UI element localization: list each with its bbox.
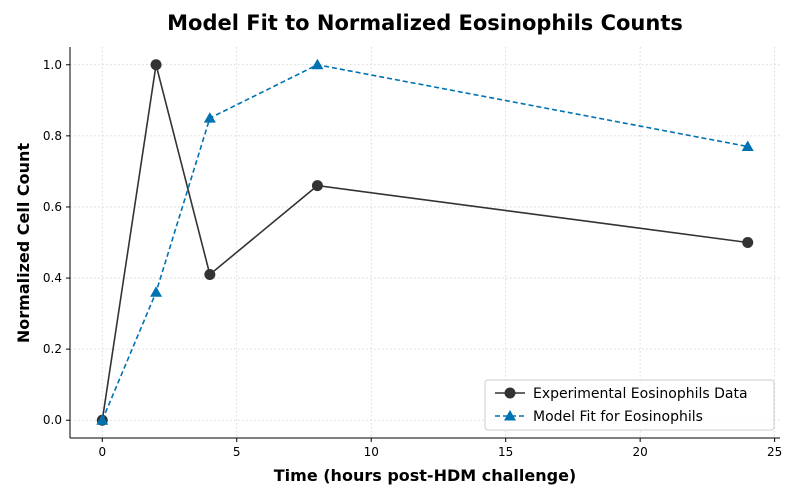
grid bbox=[70, 47, 780, 438]
legend-swatch-marker bbox=[504, 410, 516, 421]
y-tick-label: 0.6 bbox=[43, 200, 62, 214]
data-point bbox=[150, 286, 163, 297]
legend-label: Model Fit for Eosinophils bbox=[533, 409, 703, 425]
legend-swatch-marker bbox=[504, 387, 516, 399]
data-point bbox=[742, 237, 754, 248]
y-tick-label: 1.0 bbox=[43, 58, 62, 72]
legend-box bbox=[484, 379, 775, 431]
data-point bbox=[150, 59, 162, 71]
x-tick-label: 20 bbox=[633, 445, 648, 459]
x-tick-label: 15 bbox=[498, 445, 513, 459]
series-group bbox=[96, 58, 754, 426]
x-tick-label: 25 bbox=[767, 445, 782, 459]
legend-item: Model Fit for Eosinophils bbox=[495, 409, 703, 425]
legend: Experimental Eosinophils Data Model Fit f… bbox=[484, 379, 775, 431]
data-point bbox=[204, 268, 216, 280]
data-point bbox=[741, 140, 754, 152]
y-tick-label: 0.4 bbox=[43, 271, 62, 285]
x-tick-label: 5 bbox=[233, 445, 241, 459]
legend-item: Experimental Eosinophils Data bbox=[495, 386, 748, 402]
series-line bbox=[101, 63, 748, 421]
y-ticks: 0.0 0.2 0.4 0.6 0.8 1.0 bbox=[43, 58, 70, 427]
y-tick-label: 0.0 bbox=[43, 413, 62, 427]
y-axis-label: Normalized Cell Count bbox=[14, 143, 33, 344]
data-point bbox=[311, 180, 323, 192]
y-tick-label: 0.8 bbox=[43, 129, 62, 143]
x-tick-label: 0 bbox=[98, 445, 106, 459]
x-ticks: 0 5 10 15 20 25 bbox=[98, 438, 782, 459]
data-point bbox=[203, 112, 216, 123]
chart-title: Model Fit to Normalized Eosinophils Coun… bbox=[167, 11, 683, 35]
axes bbox=[69, 47, 780, 439]
legend-label: Experimental Eosinophils Data bbox=[533, 386, 748, 402]
series-2 bbox=[96, 58, 754, 425]
x-axis-label: Time (hours post-HDM challenge) bbox=[274, 466, 576, 485]
data-point bbox=[311, 58, 324, 70]
data-point bbox=[96, 414, 109, 425]
y-tick-label: 0.2 bbox=[43, 342, 62, 356]
series-line bbox=[101, 64, 748, 421]
series-1 bbox=[96, 59, 754, 426]
x-tick-label: 10 bbox=[364, 445, 379, 459]
